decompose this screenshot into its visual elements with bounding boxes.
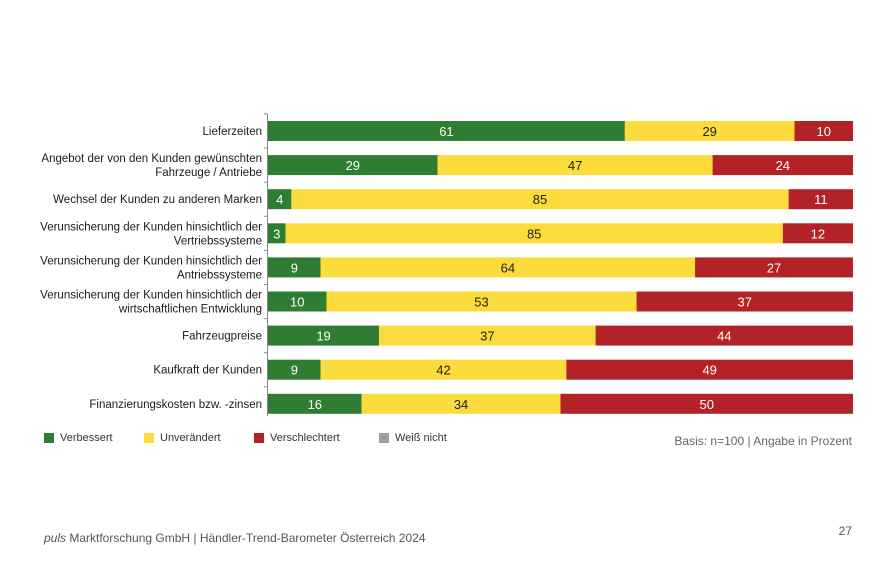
category-label: Verunsicherung der Kunden hinsichtlich d… (40, 255, 262, 281)
data-label: 29 (346, 158, 360, 173)
bar-segment (268, 291, 327, 312)
category-label: Kaufkraft der Kunden (153, 365, 262, 377)
bar-segment (695, 257, 853, 278)
basis-note: Basis: n=100 | Angabe in Prozent (674, 434, 852, 448)
data-label: 3 (273, 226, 280, 241)
category-label: Angebot der von den Kunden gewünschten Fa… (41, 153, 262, 179)
data-label: 10 (817, 124, 831, 139)
category-label: Fahrzeugpreise (182, 331, 262, 343)
data-label: 27 (767, 260, 781, 275)
data-label: 34 (454, 397, 468, 412)
bar-segment (285, 223, 783, 244)
legend-item: Verschlechtert (254, 432, 379, 444)
data-label: 53 (474, 295, 488, 310)
data-label: 37 (480, 329, 494, 344)
bar-segment (268, 155, 438, 176)
legend-label: Unverändert (160, 432, 221, 444)
legend-item: Weiß nicht (379, 432, 469, 444)
data-label: 11 (814, 192, 828, 207)
data-label: 9 (291, 363, 298, 378)
legend-item: Unverändert (144, 432, 254, 444)
category-label: Finanzierungskosten bzw. -zinsen (89, 399, 262, 411)
bar-segment (268, 359, 321, 380)
legend-swatch (44, 433, 54, 443)
bar-segment (636, 291, 853, 312)
bar-segment (268, 121, 625, 141)
bar-segment (782, 223, 853, 244)
legend-label: Verschlechtert (270, 432, 340, 444)
bar-segment (437, 155, 713, 176)
legend: Verbessert Unverändert Verschlechtert Weiß … (44, 432, 469, 444)
data-label: 47 (568, 158, 582, 173)
footer-source: puls Marktforschung GmbH | Händler-Trend… (44, 531, 426, 545)
bar-segment (320, 257, 696, 278)
data-label: 49 (702, 363, 716, 378)
data-label: 19 (316, 329, 330, 344)
bar-segment (361, 393, 561, 414)
category-label: Wechsel der Kunden zu anderen Marken (53, 194, 262, 206)
legend-swatch (379, 433, 389, 443)
legend-label: Verbessert (60, 432, 113, 444)
bar-segment (560, 393, 853, 414)
data-label: 12 (811, 226, 825, 241)
data-label: 37 (738, 295, 752, 310)
category-label: Verunsicherung der Kunden hinsichtlich d… (40, 221, 262, 247)
category-label: Verunsicherung der Kunden hinsichtlich d… (40, 290, 262, 316)
data-label: 16 (308, 397, 322, 412)
data-label: 50 (700, 397, 714, 412)
data-label: 42 (436, 363, 450, 378)
bar-segment (788, 189, 853, 210)
bar-segment (379, 325, 596, 346)
bar-segment (595, 325, 853, 346)
bar-segment (712, 155, 853, 176)
page-number: 27 (838, 524, 852, 538)
bar-segment (326, 291, 637, 312)
bar-segment (624, 121, 795, 141)
legend-label: Weiß nicht (395, 432, 447, 444)
footer-brand: puls (44, 531, 67, 545)
bar-segment (291, 189, 789, 210)
legend-swatch (254, 433, 264, 443)
legend-swatch (144, 433, 154, 443)
legend-item: Verbessert (44, 432, 144, 444)
footer-text: Marktforschung GmbH | Händler-Trend-Baro… (66, 531, 426, 545)
data-label: 10 (290, 295, 304, 310)
data-label: 61 (439, 124, 453, 139)
bar-segment (320, 359, 567, 380)
data-label: 44 (717, 329, 731, 344)
data-label: 64 (501, 260, 515, 275)
bar-segment (566, 359, 853, 380)
bar-segment (268, 223, 286, 244)
bar-segment (268, 325, 380, 346)
bar-segment (268, 257, 321, 278)
data-label: 24 (776, 158, 790, 173)
data-label: 9 (291, 260, 298, 275)
bar-segment (268, 393, 362, 414)
data-label: 85 (533, 192, 547, 207)
data-label: 4 (276, 192, 283, 207)
category-label: Lieferzeiten (203, 126, 262, 138)
data-label: 29 (702, 124, 716, 139)
bar-segment (794, 121, 853, 141)
bar-segment (268, 189, 292, 210)
data-label: 85 (527, 226, 541, 241)
